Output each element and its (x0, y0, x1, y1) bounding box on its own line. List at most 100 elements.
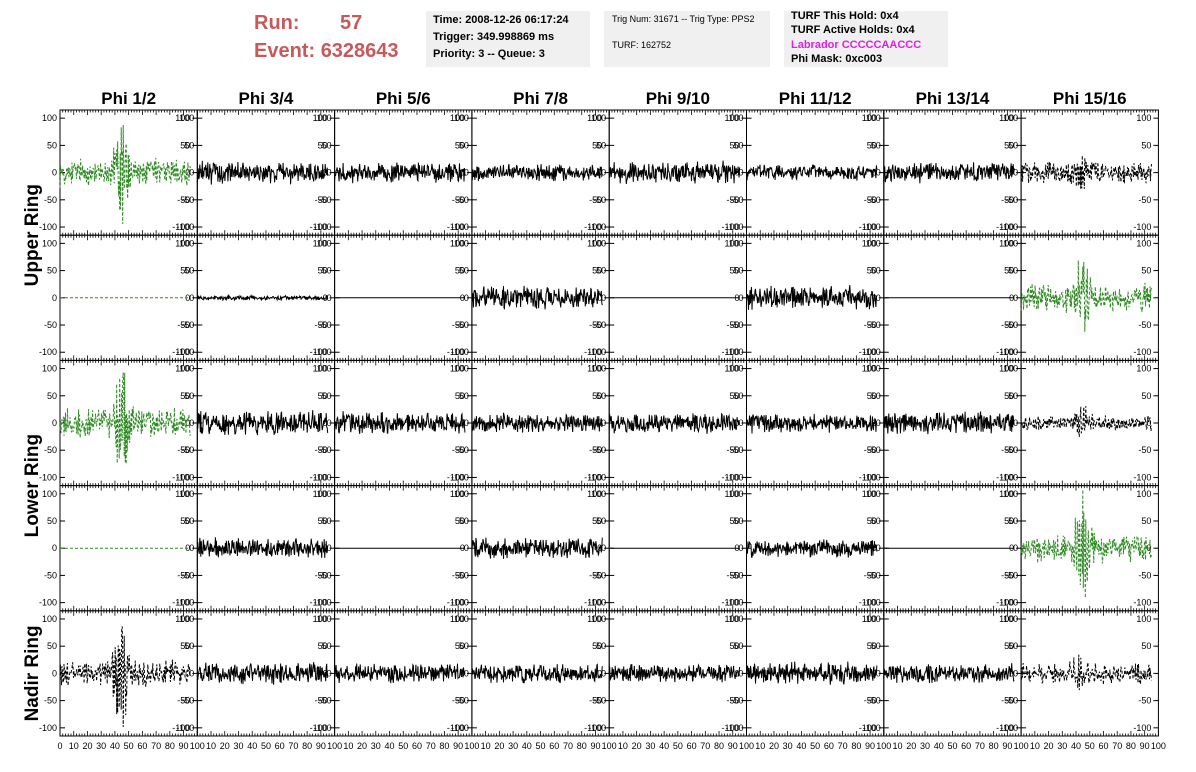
y-tick-label: 100 (587, 238, 602, 248)
column-title: Phi 1/2 (101, 89, 156, 108)
y-tick-label: 50 (871, 641, 881, 651)
x-tick-label: 80 (439, 741, 449, 751)
run-label: Run: (254, 12, 300, 34)
y-tick-label: 100 (175, 614, 190, 624)
y-tick-label: 100 (179, 238, 194, 248)
y-tick-label: 50 (592, 140, 602, 150)
y-tick-label: 0 (876, 418, 881, 428)
y-tick-label: 50 (455, 140, 465, 150)
y-tick-label: 50 (184, 391, 194, 401)
y-tick-label: -50 (730, 320, 743, 330)
y-tick-label: 50 (1141, 516, 1151, 526)
y-tick-label: 100 (728, 364, 743, 374)
y-tick-label: -100 (863, 598, 881, 608)
y-tick-label: 100 (454, 113, 469, 123)
y-tick-label: -100 (310, 347, 328, 357)
y-tick-label: -100 (447, 723, 465, 733)
run-value: 57 (340, 12, 363, 34)
waveform-trace (883, 411, 1015, 435)
y-tick-label: 100 (999, 614, 1014, 624)
x-tick-label: 0 (57, 741, 62, 751)
y-tick-label: -100 (172, 347, 190, 357)
y-tick-label: 0 (876, 168, 881, 178)
y-tick-label: 0 (52, 418, 57, 428)
phi-mask-text: Phi Mask: 0xc003 (791, 53, 883, 65)
y-tick-label: 0 (1146, 293, 1151, 303)
y-tick-label: -50 (1001, 195, 1014, 205)
y-tick-label: -50 (319, 570, 332, 580)
waveform-trace (196, 293, 329, 302)
x-tick-label: 50 (947, 741, 957, 751)
x-tick-label: 50 (261, 741, 271, 751)
y-tick-label: 50 (871, 266, 881, 276)
y-tick-label: 100 (999, 364, 1014, 374)
y-tick-label: -50 (593, 320, 606, 330)
trigger-text: Trigger: 349.998869 ms (433, 31, 555, 43)
y-tick-label: -50 (315, 445, 328, 455)
y-tick-label: 50 (596, 266, 606, 276)
y-tick-label: 50 (733, 516, 743, 526)
x-tick-label: 30 (920, 741, 930, 751)
y-tick-label: -100 (584, 723, 602, 733)
x-tick-label: 40 (247, 741, 257, 751)
y-tick-label: 50 (729, 140, 739, 150)
y-tick-label: -100 (1000, 222, 1018, 232)
y-tick-label: -50 (726, 320, 739, 330)
y-tick-label: -50 (1138, 195, 1151, 205)
x-tick-label: 50 (810, 741, 820, 751)
y-tick-label: -50 (319, 195, 332, 205)
y-tick-label: -100 (863, 347, 881, 357)
y-tick-label: 50 (871, 140, 881, 150)
y-tick-label: 100 (862, 113, 877, 123)
y-tick-label: -50 (452, 445, 465, 455)
y-tick-label: 50 (1008, 391, 1018, 401)
y-tick-label: 50 (1004, 140, 1014, 150)
panel-frame (1020, 485, 1159, 612)
y-tick-label: 50 (733, 140, 743, 150)
y-tick-label: 100 (317, 489, 332, 499)
y-tick-label: -50 (177, 696, 190, 706)
y-tick-label: 100 (450, 614, 465, 624)
y-tick-label: -100 (996, 472, 1014, 482)
waveform-trace (1020, 155, 1152, 189)
y-tick-label: -100 (39, 472, 57, 482)
y-tick-label: -50 (1005, 445, 1018, 455)
y-tick-label: 100 (179, 364, 194, 374)
y-tick-label: -50 (181, 445, 194, 455)
x-tick-label: 10 (206, 741, 216, 751)
y-tick-label: 50 (459, 516, 469, 526)
y-tick-label: -100 (1133, 472, 1151, 482)
y-tick-label: 100 (179, 614, 194, 624)
y-tick-label: -50 (319, 445, 332, 455)
y-tick-label: 50 (318, 391, 328, 401)
y-tick-label: 100 (999, 489, 1014, 499)
y-tick-label: -50 (864, 320, 877, 330)
y-tick-label: -50 (1005, 195, 1018, 205)
y-tick-label: 0 (464, 293, 469, 303)
y-tick-label: -100 (588, 598, 606, 608)
y-tick-label: -100 (176, 598, 194, 608)
y-tick-label: 100 (866, 238, 881, 248)
y-tick-label: -100 (863, 472, 881, 482)
x-tick-label: 50 (398, 741, 408, 751)
waveform-trace (746, 661, 878, 685)
y-tick-label: 100 (587, 364, 602, 374)
y-tick-label: -50 (181, 696, 194, 706)
y-tick-label: -50 (315, 320, 328, 330)
y-tick-label: 50 (322, 266, 332, 276)
ring-label: Upper Ring (22, 184, 43, 286)
x-tick-label: 10 (893, 741, 903, 751)
